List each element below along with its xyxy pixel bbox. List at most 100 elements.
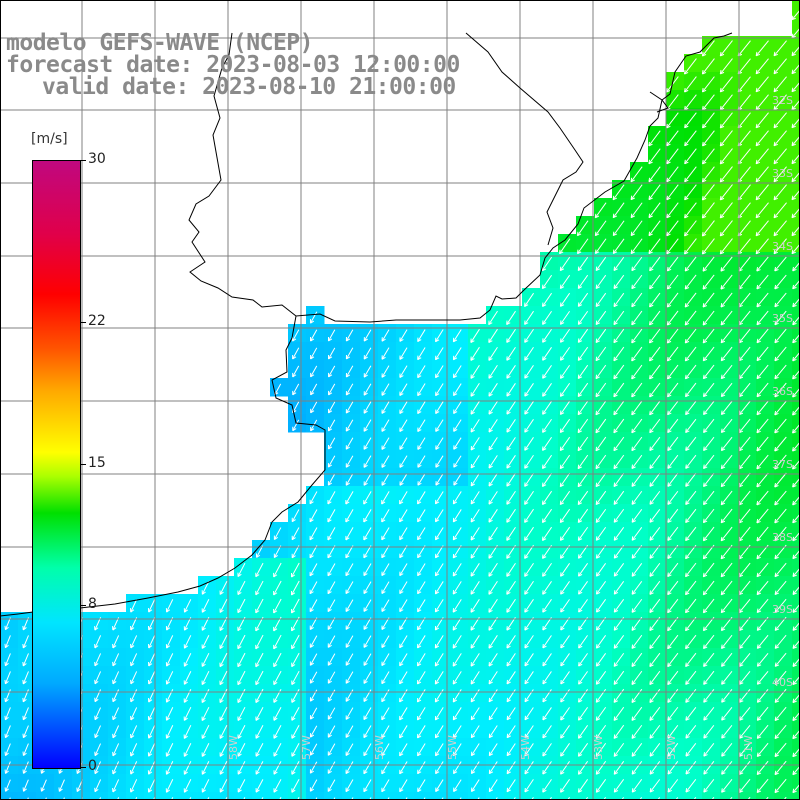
wind-arrow (559, 526, 571, 541)
wind-arrow (524, 347, 534, 361)
wind-arrow (774, 274, 787, 290)
wind-arrow (648, 166, 661, 183)
wind-arrow (399, 401, 408, 414)
wind-arrow (345, 491, 354, 505)
wind-arrow (363, 455, 372, 468)
wind-arrow (255, 545, 264, 558)
wind-arrow (327, 779, 336, 792)
wind-cell (360, 792, 379, 800)
lat-label: 33S (772, 167, 793, 180)
wind-arrow (470, 401, 480, 415)
wind-arrow (417, 599, 426, 613)
wind-arrow (399, 491, 408, 505)
wind-arrow (542, 310, 552, 325)
wind-arrow (666, 130, 679, 147)
wind-arrow (112, 725, 120, 739)
wind-arrow (701, 202, 715, 219)
wind-arrow (345, 635, 354, 648)
wind-arrow (22, 635, 29, 649)
wind-arrow (667, 743, 679, 757)
wind-arrow (756, 526, 769, 542)
wind-arrow (345, 419, 354, 432)
wind-arrow (755, 40, 769, 57)
wind-arrow (577, 346, 589, 361)
lat-label: 35S (772, 312, 793, 325)
wind-arrow (702, 112, 715, 129)
wind-arrow (703, 652, 715, 667)
wind-arrow (4, 743, 11, 757)
wind-arrow (452, 581, 462, 595)
wind-arrow (4, 725, 11, 739)
wind-arrow (363, 509, 372, 523)
wind-arrow (381, 527, 390, 541)
wind-arrow (345, 779, 354, 793)
wind-arrow (219, 652, 228, 668)
wind-arrow (649, 364, 661, 380)
wind-arrow (4, 761, 11, 774)
wind-arrow (237, 779, 246, 793)
wind-arrow (560, 346, 571, 361)
wind-arrow (488, 401, 498, 415)
wind-arrow (542, 365, 552, 379)
wind-arrow (291, 562, 300, 578)
wind-arrow (363, 527, 372, 541)
wind-arrow (435, 401, 444, 415)
wind-arrow (435, 329, 444, 343)
wind-arrow (363, 473, 372, 486)
wind-arrow (363, 581, 372, 595)
wind-cell (612, 792, 631, 800)
wind-arrow (559, 454, 571, 470)
wind-arrow (719, 238, 733, 255)
wind-arrow (524, 562, 534, 577)
wind-arrow (595, 724, 607, 739)
wind-arrow (381, 491, 390, 505)
wind-arrow (578, 563, 589, 577)
wind-arrow (94, 707, 102, 721)
wind-arrow (291, 688, 300, 703)
wind-arrow (631, 688, 643, 703)
wind-arrow (595, 563, 607, 577)
wind-arrow (255, 706, 264, 721)
wind-arrow (648, 184, 661, 201)
wind-arrow (756, 706, 769, 721)
wind-arrow (577, 742, 589, 757)
wind-arrow (631, 490, 643, 505)
wind-arrow (470, 599, 480, 613)
wind-arrow (417, 419, 426, 432)
wind-cell (306, 792, 325, 800)
wind-arrow (363, 761, 372, 775)
wind-arrow (702, 508, 715, 524)
wind-arrow (649, 652, 661, 668)
wind-arrow (613, 634, 625, 649)
wind-cell (792, 18, 800, 37)
wind-arrow (255, 598, 264, 614)
wind-arrow (577, 274, 589, 289)
wind-arrow (506, 779, 516, 793)
wind-arrow (310, 419, 318, 432)
wind-arrow (613, 418, 625, 434)
wind-arrow (345, 599, 354, 612)
wind-arrow (701, 184, 715, 201)
wind-arrow (613, 382, 625, 398)
wind-arrow (506, 743, 516, 757)
wind-arrow (756, 328, 769, 344)
wind-arrow (399, 347, 408, 360)
wind-arrow (488, 455, 498, 469)
wind-arrow (345, 365, 354, 378)
wind-arrow (576, 220, 589, 237)
wind-cell (792, 90, 800, 109)
wind-arrow (309, 761, 318, 774)
wind-arrow (792, 711, 800, 722)
wind-arrow (773, 202, 787, 219)
wind-arrow (721, 778, 733, 793)
wind-arrow (417, 581, 426, 595)
wind-arrow (183, 706, 192, 721)
wind-arrow (506, 310, 516, 325)
wind-cell (270, 792, 289, 800)
wind-arrow (739, 706, 751, 721)
wind-cell (792, 504, 800, 523)
wind-arrow (756, 346, 769, 362)
wind-arrow (183, 599, 192, 613)
lat-label: 40S (772, 676, 793, 689)
wind-arrow (666, 256, 679, 272)
